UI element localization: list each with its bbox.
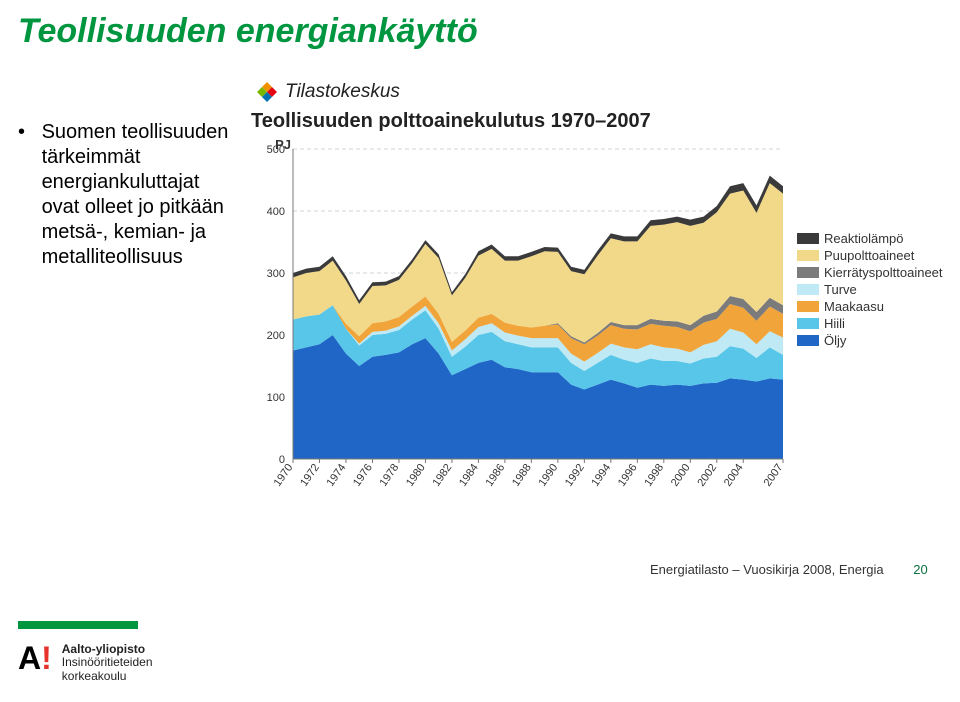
chart-block: Tilastokeskus Teollisuuden polttoainekul…	[245, 80, 945, 499]
source-page: 20	[913, 562, 927, 577]
source-text: Energiatilasto – Vuosikirja 2008, Energi…	[650, 562, 884, 577]
svg-text:1972: 1972	[298, 462, 322, 489]
svg-text:1992: 1992	[563, 462, 587, 489]
svg-text:1990: 1990	[536, 462, 560, 489]
svg-text:100: 100	[267, 392, 285, 404]
svg-text:2000: 2000	[669, 462, 693, 489]
aalto-logo: A! Aalto-yliopisto Insinööritieteiden ko…	[18, 643, 153, 684]
footer-accent-bar	[18, 621, 138, 629]
legend-label: Öljy	[824, 333, 846, 348]
aalto-text: Aalto-yliopisto Insinööritieteiden korke…	[62, 643, 153, 684]
svg-text:1980: 1980	[404, 462, 428, 489]
tilastokeskus-icon	[255, 80, 279, 104]
legend-item: Öljy	[797, 333, 943, 348]
legend-item: Reaktiolämpö	[797, 231, 943, 246]
svg-text:2004: 2004	[722, 462, 746, 489]
svg-text:400: 400	[267, 206, 285, 218]
aalto-line3: korkeakoulu	[62, 669, 127, 683]
legend-item: Puupolttoaineet	[797, 248, 943, 263]
chart-legend: Reaktiolämpö Puupolttoaineet Kierrätyspolt…	[797, 229, 943, 350]
area-chart: 0100200300400500PJ1970197219741976197819…	[245, 139, 789, 499]
svg-text:PJ: PJ	[275, 139, 291, 152]
svg-text:1976: 1976	[351, 462, 375, 489]
svg-text:1978: 1978	[378, 462, 402, 489]
svg-text:1996: 1996	[616, 462, 640, 489]
legend-swatch-icon	[797, 318, 819, 329]
legend-swatch-icon	[797, 284, 819, 295]
legend-swatch-icon	[797, 250, 819, 261]
legend-label: Turve	[824, 282, 857, 297]
svg-text:1986: 1986	[483, 462, 507, 489]
chart-source: Energiatilasto – Vuosikirja 2008, Energi…	[650, 562, 928, 577]
legend-label: Hiili	[824, 316, 845, 331]
legend-label: Kierrätyspolttoaineet	[824, 265, 943, 280]
svg-text:1982: 1982	[431, 462, 455, 489]
svg-text:200: 200	[267, 330, 285, 342]
legend-item: Maakaasu	[797, 299, 943, 314]
svg-text:2002: 2002	[695, 462, 719, 489]
legend-label: Maakaasu	[824, 299, 884, 314]
svg-text:1988: 1988	[510, 462, 534, 489]
footer: A! Aalto-yliopisto Insinööritieteiden ko…	[18, 621, 153, 684]
legend-label: Puupolttoaineet	[824, 248, 914, 263]
svg-text:1994: 1994	[589, 462, 613, 489]
legend-item: Kierrätyspolttoaineet	[797, 265, 943, 280]
tilastokeskus-label: Tilastokeskus	[285, 81, 400, 103]
svg-text:300: 300	[267, 268, 285, 280]
tilastokeskus-logo: Tilastokeskus	[255, 80, 945, 104]
legend-swatch-icon	[797, 335, 819, 346]
aalto-line2: Insinööritieteiden	[62, 655, 153, 669]
aalto-line1: Aalto-yliopisto	[62, 642, 145, 656]
svg-text:1974: 1974	[325, 462, 349, 489]
svg-text:1970: 1970	[272, 462, 296, 489]
legend-swatch-icon	[797, 233, 819, 244]
bullet-marker: •	[18, 120, 36, 145]
legend-swatch-icon	[797, 301, 819, 312]
legend-item: Hiili	[797, 316, 943, 331]
page-title: Teollisuuden energiankäyttö	[18, 12, 478, 51]
bullet-text: Suomen teollisuuden tärkeimmät energiank…	[42, 120, 232, 270]
svg-text:1998: 1998	[642, 462, 666, 489]
legend-label: Reaktiolämpö	[824, 231, 904, 246]
svg-text:2007: 2007	[762, 462, 786, 489]
aalto-mark-icon: A!	[18, 643, 52, 673]
legend-swatch-icon	[797, 267, 819, 278]
svg-text:1984: 1984	[457, 462, 481, 489]
legend-item: Turve	[797, 282, 943, 297]
bullet-point: • Suomen teollisuuden tärkeimmät energia…	[18, 120, 233, 270]
chart-title: Teollisuuden polttoainekulutus 1970–2007	[251, 110, 945, 133]
